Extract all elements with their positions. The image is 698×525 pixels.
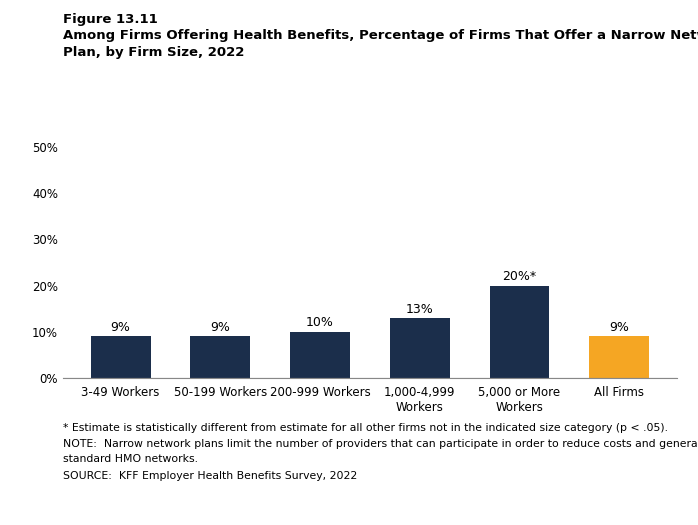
Bar [390,318,450,378]
Text: Plan, by Firm Size, 2022: Plan, by Firm Size, 2022 [63,46,244,59]
Text: 9%: 9% [210,321,230,334]
Bar [191,337,251,378]
Text: Among Firms Offering Health Benefits, Percentage of Firms That Offer a Narrow Ne: Among Firms Offering Health Benefits, Pe… [63,29,698,42]
Text: Figure 13.11: Figure 13.11 [63,13,158,26]
Text: 20%*: 20%* [503,270,537,284]
Text: 9%: 9% [111,321,131,334]
Bar [290,332,350,378]
Text: 9%: 9% [609,321,629,334]
Text: 10%: 10% [306,317,334,330]
Text: SOURCE:  KFF Employer Health Benefits Survey, 2022: SOURCE: KFF Employer Health Benefits Sur… [63,471,357,481]
Bar [91,337,151,378]
Text: NOTE:  Narrow network plans limit the number of providers that can participate i: NOTE: Narrow network plans limit the num… [63,439,698,449]
Bar [489,286,549,378]
Text: 13%: 13% [406,302,433,316]
Bar [589,337,649,378]
Text: * Estimate is statistically different from estimate for all other firms not in t: * Estimate is statistically different fr… [63,423,668,433]
Text: standard HMO networks.: standard HMO networks. [63,454,198,464]
